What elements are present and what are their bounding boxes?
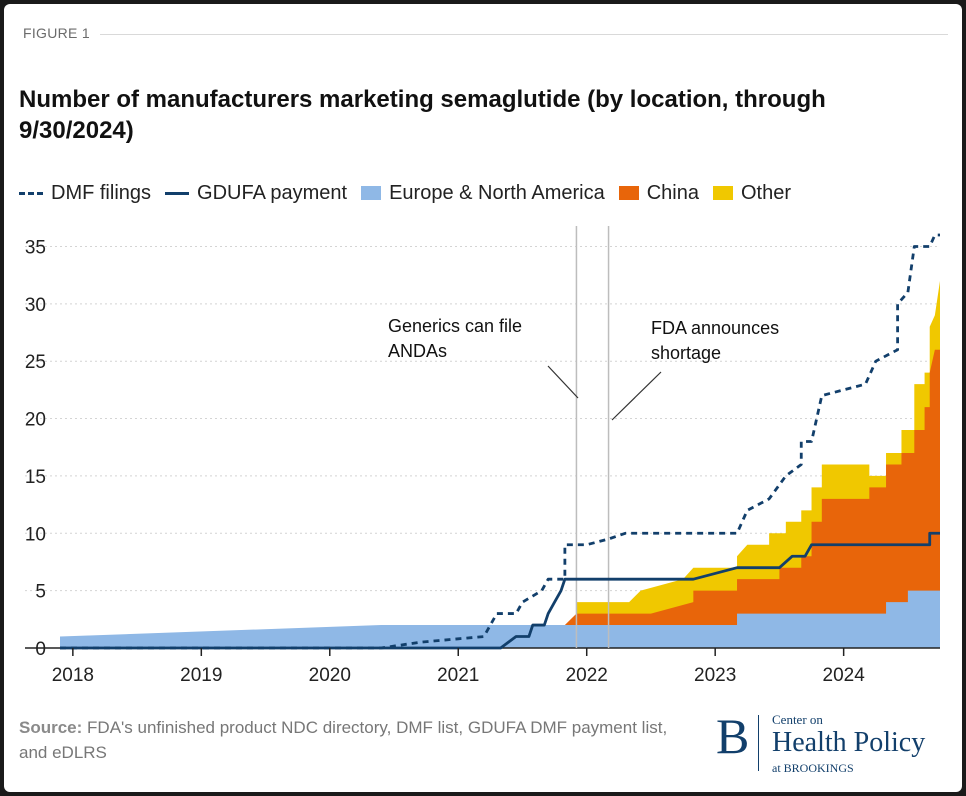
legend-item-other: Other [713, 182, 791, 205]
y-tick-label-5: 25 [25, 352, 46, 373]
series-line-dmf-filings [60, 233, 940, 650]
legend-label-gdufa: GDUFA payment [197, 181, 348, 204]
legend-item-europe: Europe & North America [361, 182, 605, 205]
x-tick-label-4: 2022 [566, 665, 608, 686]
legend-swatch-dmf [19, 191, 43, 195]
logo-divider [758, 715, 759, 771]
chart-plot: 0 5 10 15 20 25 30 35 2018 2019 2020 2021 2022 2023 20… [25, 226, 940, 686]
x-tick-label-6: 2024 [823, 665, 866, 686]
logo-letter: B [716, 708, 750, 764]
y-tick-label-6: 30 [25, 295, 46, 316]
legend-item-gdufa: GDUFA payment [165, 182, 347, 205]
legend-item-dmf: DMF filings [19, 182, 151, 205]
legend-swatch-gdufa [165, 191, 190, 195]
y-tick-label-3: 15 [25, 467, 46, 488]
header-divider [100, 34, 948, 35]
x-tick-label-3: 2021 [437, 665, 479, 686]
area-europe-north-america [60, 590, 940, 648]
brookings-logo: B Center on Health Policy at BROOKINGS [712, 707, 952, 779]
y-tick-label-2: 10 [25, 524, 46, 545]
annotation-pointer-0 [547, 365, 579, 399]
chart-legend: DMF filings GDUFA payment Europe & North… [19, 180, 791, 206]
figure-label: FIGURE 1 [23, 25, 90, 41]
legend-item-china: China [618, 181, 699, 205]
legend-swatch-other [713, 186, 733, 200]
source-prefix: Source: [19, 718, 83, 737]
logo-line3: at BROOKINGS [772, 761, 854, 775]
x-tick-label-0: 2018 [52, 665, 94, 686]
annotation-text-0-1: ANDAs [388, 341, 447, 361]
chart-title: Number of manufacturers marketing semagl… [19, 86, 826, 144]
area-china [564, 349, 940, 648]
y-tick-label-4: 20 [25, 410, 46, 431]
annotation-text-1-1: shortage [651, 343, 721, 363]
annotation-pointer-1 [611, 371, 662, 421]
y-tick-label-7: 35 [25, 237, 46, 258]
source-note: Source: FDA's unfinished product NDC dir… [19, 715, 699, 765]
logo-line1: Center on [772, 712, 823, 727]
annotation-text-0-0: Generics can file [388, 316, 522, 336]
y-tick-label-1: 5 [35, 582, 46, 603]
legend-swatch-china [618, 186, 639, 200]
legend-label-europe: Europe & North America [389, 181, 605, 204]
figure-card: FIGURE 1 [4, 4, 962, 792]
legend-label-other: Other [741, 181, 792, 204]
logo-line2: Health Policy [772, 727, 926, 758]
source-text: FDA's unfinished product NDC directory, … [19, 718, 668, 762]
y-tick-label-0: 0 [35, 639, 46, 660]
legend-label-dmf: DMF filings [51, 181, 152, 204]
x-tick-label-2: 2020 [309, 665, 351, 686]
x-tick-label-5: 2023 [694, 665, 736, 686]
legend-swatch-europe [361, 186, 382, 200]
series-line-gdufa-payment [60, 531, 940, 650]
annotation-text-1-0: FDA announces [651, 318, 779, 338]
x-tick-label-1: 2019 [180, 665, 222, 686]
legend-label-china: China [646, 181, 699, 204]
